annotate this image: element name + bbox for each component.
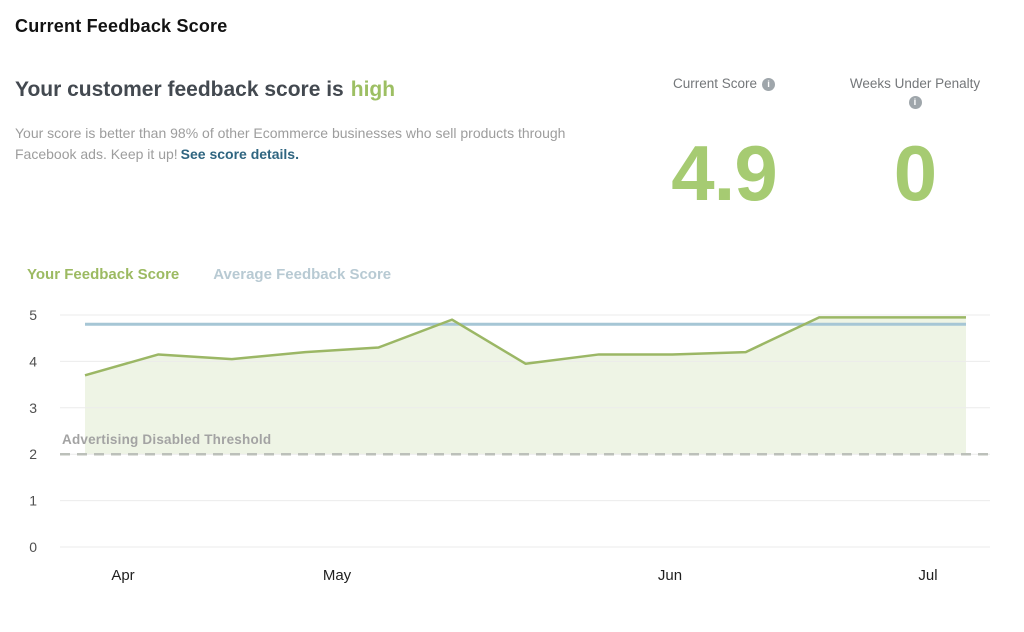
svg-text:Apr: Apr: [111, 567, 134, 584]
see-score-details-link[interactable]: See score details.: [180, 146, 299, 162]
legend-average-feedback-score[interactable]: Average Feedback Score: [213, 266, 392, 283]
score-summary-heading: Your customer feedback score is high: [15, 78, 395, 102]
svg-text:Jun: Jun: [658, 567, 682, 584]
weeks-under-penalty-label-text: Weeks Under Penalty: [849, 76, 981, 91]
svg-text:2: 2: [29, 446, 37, 462]
weeks-under-penalty-value: 0: [893, 129, 937, 217]
chart-legend: Your Feedback Score Average Feedback Sco…: [27, 266, 391, 283]
svg-text:May: May: [323, 567, 352, 584]
svg-text:Jul: Jul: [918, 567, 937, 584]
current-score-label: Current Score: [634, 76, 814, 92]
svg-text:4: 4: [29, 353, 37, 369]
current-score-value: 4.9: [671, 129, 777, 217]
weeks-under-penalty-stat: Weeks Under Penalty 0: [830, 76, 1000, 212]
heading-text: Your customer feedback score is: [15, 78, 344, 101]
info-icon[interactable]: [908, 96, 922, 109]
page-title: Current Feedback Score: [15, 16, 228, 36]
score-summary-body: Your score is better than 98% of other E…: [15, 123, 577, 165]
feedback-score-chart: 0 1 2 3 4 5 Apr May Jun Jul: [29, 307, 990, 584]
summary-text: Your score is better than 98% of other E…: [15, 125, 566, 162]
legend-your-feedback-score[interactable]: Your Feedback Score: [27, 266, 180, 283]
svg-text:0: 0: [29, 539, 37, 555]
svg-text:5: 5: [29, 307, 37, 323]
info-icon[interactable]: [762, 78, 776, 91]
svg-text:3: 3: [29, 400, 37, 416]
current-score-stat: Current Score 4.9: [634, 76, 814, 212]
svg-text:1: 1: [29, 493, 37, 509]
current-score-label-text: Current Score: [672, 76, 758, 91]
weeks-under-penalty-label: Weeks Under Penalty: [830, 76, 1000, 109]
score-status-high: high: [350, 78, 396, 101]
advertising-disabled-threshold-label: Advertising Disabled Threshold: [62, 432, 272, 447]
